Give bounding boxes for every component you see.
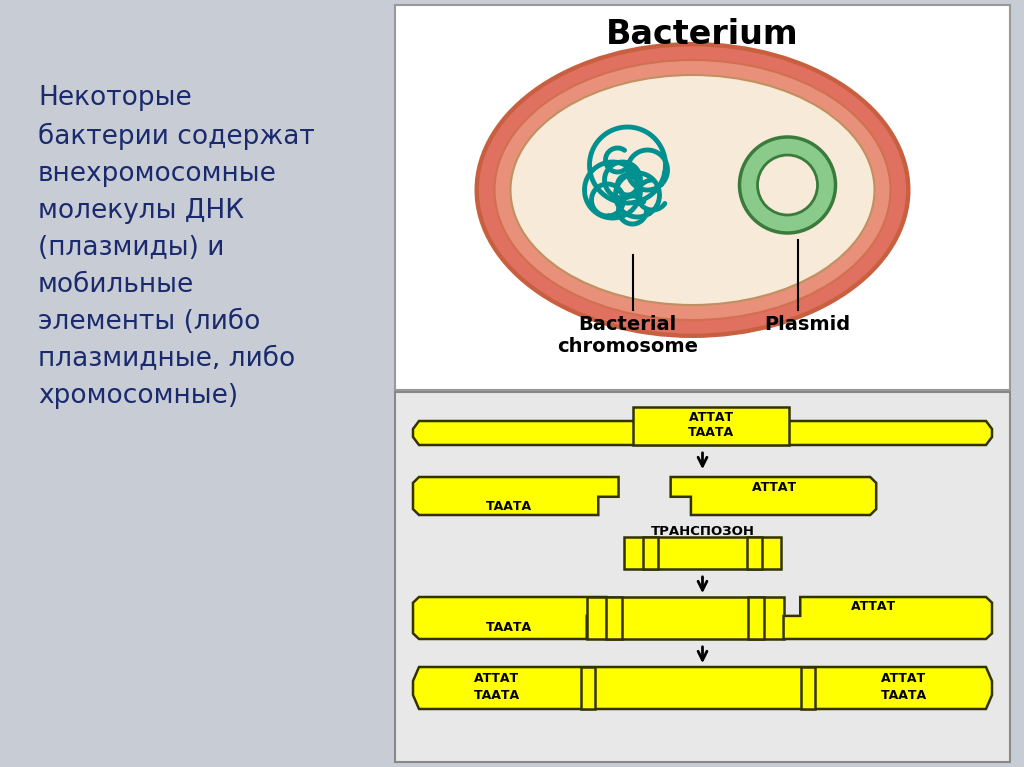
Ellipse shape xyxy=(474,42,910,338)
Polygon shape xyxy=(413,477,618,515)
Ellipse shape xyxy=(477,45,907,335)
Bar xyxy=(581,667,595,709)
Text: ТААТА: ТААТА xyxy=(881,689,927,702)
Bar xyxy=(606,597,623,639)
Text: ТРАНСПОЗОН: ТРАНСПОЗОН xyxy=(650,525,755,538)
Circle shape xyxy=(739,137,836,233)
Text: Bacterial
chromosome: Bacterial chromosome xyxy=(557,315,698,356)
Bar xyxy=(395,5,1010,390)
Polygon shape xyxy=(413,421,992,445)
Circle shape xyxy=(758,155,817,215)
Polygon shape xyxy=(413,597,606,639)
Text: АТТАТ: АТТАТ xyxy=(851,600,896,613)
Text: Plasmid: Plasmid xyxy=(765,315,851,334)
Text: ТААТА: ТААТА xyxy=(688,426,734,439)
Bar xyxy=(395,392,1010,762)
Polygon shape xyxy=(671,477,877,515)
Bar xyxy=(746,537,762,569)
Polygon shape xyxy=(413,667,992,709)
Bar xyxy=(749,597,764,639)
Ellipse shape xyxy=(511,75,874,305)
Bar xyxy=(633,407,790,445)
Text: Некоторые
бактерии содержат
внехромосомные
молекулы ДНК
(плазмиды) и
мобильные
э: Некоторые бактерии содержат внехромосомн… xyxy=(38,85,314,409)
Text: АТТАТ: АТТАТ xyxy=(881,672,927,685)
Bar xyxy=(625,537,780,569)
Polygon shape xyxy=(783,597,992,639)
Text: АТТАТ: АТТАТ xyxy=(688,411,734,424)
Bar xyxy=(587,597,783,639)
Bar xyxy=(643,537,658,569)
Text: АТТАТ: АТТАТ xyxy=(474,672,519,685)
Bar xyxy=(801,667,815,709)
Text: Bacterium: Bacterium xyxy=(606,18,799,51)
Ellipse shape xyxy=(495,60,891,320)
Text: ТААТА: ТААТА xyxy=(485,621,531,634)
Text: ТААТА: ТААТА xyxy=(474,689,520,702)
Text: ТААТА: ТААТА xyxy=(486,500,532,513)
Text: АТТАТ: АТТАТ xyxy=(752,481,797,494)
